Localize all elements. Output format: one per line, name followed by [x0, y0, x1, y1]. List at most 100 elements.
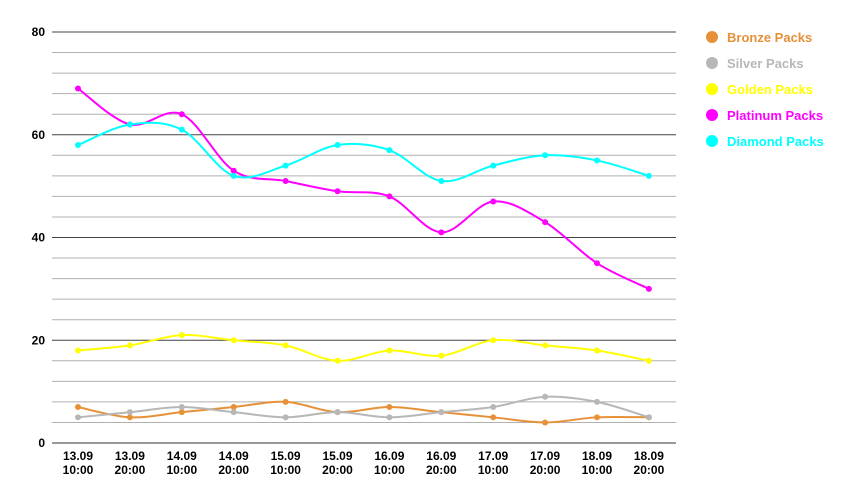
series-line-golden-packs — [77, 334, 650, 362]
data-point-bronze-packs — [490, 414, 497, 421]
data-point-platinum-packs — [230, 167, 237, 174]
x-tick-label: 18.09 10:00 — [582, 449, 613, 477]
x-tick-label: 14.09 10:00 — [166, 449, 197, 477]
data-point-platinum-packs — [542, 219, 549, 226]
x-tick-label: 18.09 20:00 — [634, 449, 665, 477]
legend-item-diamond-packs: Diamond Packs — [706, 128, 824, 154]
data-point-golden-packs — [334, 357, 341, 364]
legend-label: Silver Packs — [727, 55, 804, 71]
data-point-diamond-packs — [645, 172, 652, 179]
data-point-golden-packs — [645, 357, 652, 364]
data-point-diamond-packs — [490, 162, 497, 169]
y-tick-label: 80 — [32, 25, 46, 39]
data-point-platinum-packs — [645, 285, 652, 292]
series-line-silver-packs — [77, 395, 650, 419]
legend-label: Platinum Packs — [727, 107, 824, 123]
grid-lines — [52, 31, 676, 444]
x-tick-label: 16.09 10:00 — [374, 449, 405, 477]
x-tick-label: 16.09 20:00 — [426, 449, 457, 477]
series-line-platinum-packs — [77, 87, 650, 290]
x-tick-label: 17.09 10:00 — [478, 449, 509, 477]
data-point-bronze-packs — [230, 404, 237, 411]
data-point-diamond-packs — [75, 142, 81, 149]
data-point-platinum-packs — [594, 260, 600, 267]
legend-swatch — [706, 83, 718, 95]
data-point-platinum-packs — [386, 193, 393, 200]
data-point-bronze-packs — [386, 404, 393, 411]
data-point-golden-packs — [178, 332, 185, 339]
legend-label: Bronze Packs — [727, 29, 813, 45]
data-point-diamond-packs — [594, 157, 600, 164]
data-point-golden-packs — [438, 352, 445, 359]
data-point-silver-packs — [126, 409, 133, 416]
data-point-diamond-packs — [230, 172, 237, 179]
data-point-silver-packs — [282, 414, 289, 421]
x-tick-label: 17.09 20:00 — [530, 449, 561, 477]
legend: Bronze Packs Silver Packs Golden Packs Plat… — [706, 24, 824, 154]
legend-item-bronze-packs: Bronze Packs — [706, 24, 824, 50]
data-point-silver-packs — [490, 404, 497, 411]
legend-swatch — [706, 109, 718, 121]
data-point-silver-packs — [645, 414, 652, 421]
y-tick-label: 20 — [32, 333, 46, 347]
data-point-silver-packs — [230, 409, 237, 416]
data-point-bronze-packs — [594, 414, 600, 421]
data-point-platinum-packs — [178, 111, 185, 118]
data-point-bronze-packs — [178, 409, 185, 416]
x-tick-label: 15.09 10:00 — [270, 449, 301, 477]
data-point-diamond-packs — [334, 142, 341, 149]
legend-item-platinum-packs: Platinum Packs — [706, 102, 824, 128]
series-lines — [77, 87, 650, 424]
series-line-bronze-packs — [77, 400, 649, 424]
data-point-silver-packs — [75, 414, 81, 421]
data-point-golden-packs — [386, 347, 393, 354]
legend-swatch — [706, 57, 718, 69]
data-point-bronze-packs — [542, 419, 549, 426]
data-point-golden-packs — [490, 337, 497, 344]
y-axis-ticks: 0 20 40 60 80 — [32, 25, 46, 450]
data-point-silver-packs — [438, 409, 445, 416]
legend-swatch — [706, 31, 718, 43]
data-point-diamond-packs — [438, 177, 445, 184]
data-point-diamond-packs — [178, 126, 185, 133]
data-point-silver-packs — [386, 414, 393, 421]
data-point-golden-packs — [75, 347, 81, 354]
data-point-diamond-packs — [126, 121, 133, 128]
x-tick-label: 13.09 10:00 — [63, 449, 94, 477]
x-tick-label: 15.09 20:00 — [322, 449, 353, 477]
data-point-silver-packs — [542, 393, 549, 400]
data-point-diamond-packs — [282, 162, 289, 169]
data-point-golden-packs — [126, 342, 133, 349]
data-point-silver-packs — [178, 404, 185, 411]
data-point-silver-packs — [334, 409, 341, 416]
data-point-golden-packs — [282, 342, 289, 349]
data-point-golden-packs — [542, 342, 549, 349]
legend-item-silver-packs: Silver Packs — [706, 50, 824, 76]
data-point-bronze-packs — [75, 404, 81, 411]
data-point-silver-packs — [594, 398, 600, 405]
data-point-platinum-packs — [282, 177, 289, 184]
y-tick-label: 0 — [38, 436, 45, 450]
data-point-bronze-packs — [126, 414, 133, 421]
data-point-platinum-packs — [334, 188, 341, 195]
series-points — [75, 85, 652, 426]
legend-item-golden-packs: Golden Packs — [706, 76, 824, 102]
data-point-platinum-packs — [490, 198, 497, 205]
x-tick-label: 14.09 20:00 — [218, 449, 249, 477]
legend-swatch — [706, 135, 718, 147]
x-axis-ticks: 13.09 10:00 13.09 20:00 14.09 10:00 14.09 20:00… — [63, 449, 665, 477]
data-point-diamond-packs — [386, 147, 393, 154]
data-point-golden-packs — [230, 337, 237, 344]
legend-label: Golden Packs — [727, 81, 813, 97]
series-line-diamond-packs — [77, 121, 650, 183]
data-point-bronze-packs — [282, 398, 289, 405]
y-tick-label: 40 — [32, 231, 46, 245]
data-point-diamond-packs — [542, 152, 549, 159]
y-tick-label: 60 — [32, 128, 46, 142]
data-point-golden-packs — [594, 347, 600, 354]
data-point-platinum-packs — [75, 85, 81, 92]
data-point-platinum-packs — [438, 229, 445, 236]
x-tick-label: 13.09 20:00 — [115, 449, 146, 477]
legend-label: Diamond Packs — [727, 133, 824, 149]
